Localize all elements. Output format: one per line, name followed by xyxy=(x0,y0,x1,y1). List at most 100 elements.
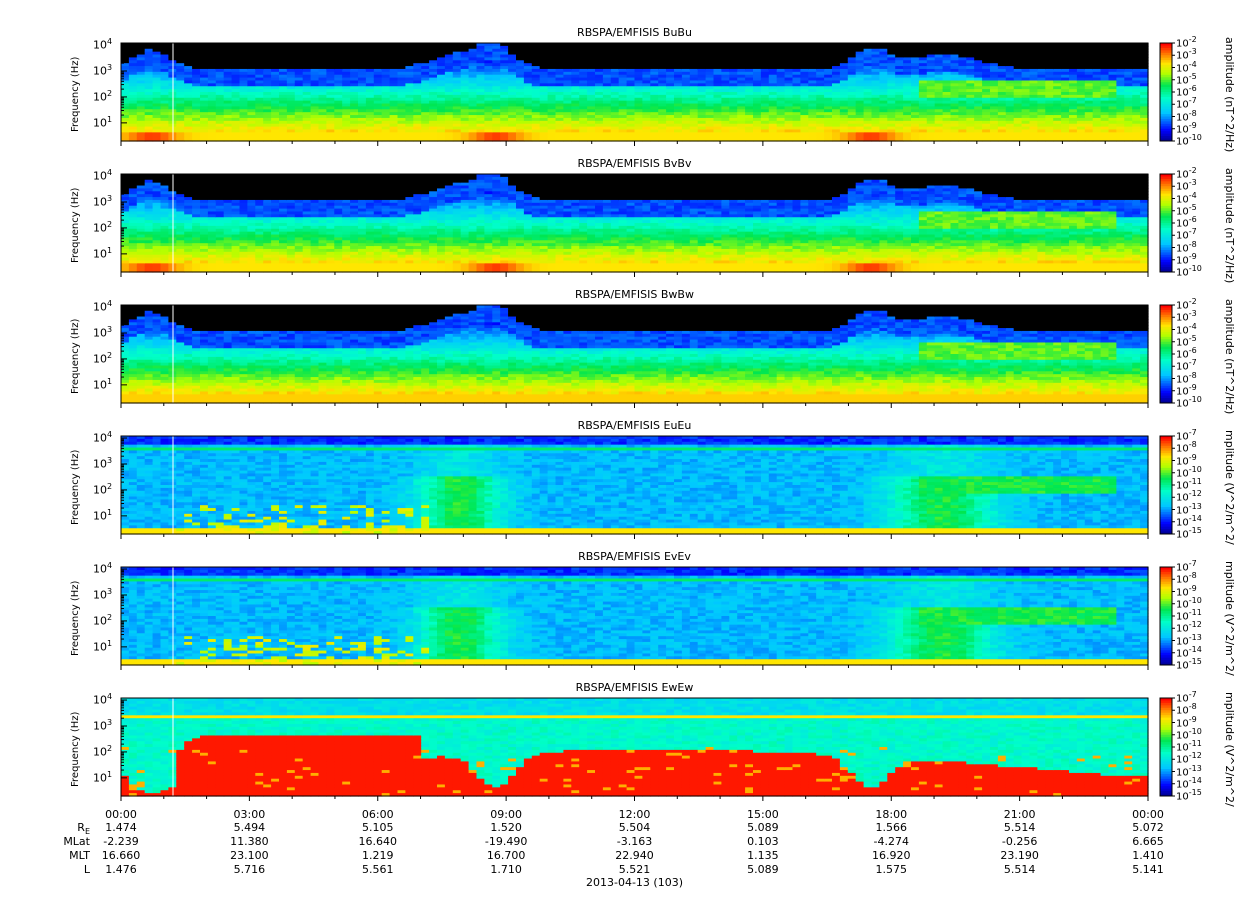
heatmap-cell xyxy=(539,60,549,64)
heatmap-cell xyxy=(452,129,462,133)
heatmap-cell xyxy=(555,45,564,50)
heatmap-cell xyxy=(223,106,233,110)
heatmap-cell xyxy=(389,74,399,79)
heatmap-cell xyxy=(452,57,462,61)
heatmap-cell xyxy=(247,115,256,119)
heatmap-cell xyxy=(531,45,541,50)
heatmap-cell xyxy=(760,106,770,110)
heatmap-cell xyxy=(231,66,241,70)
heatmap-cell xyxy=(634,74,643,79)
heatmap-cell xyxy=(610,74,620,79)
heatmap-cell xyxy=(650,103,659,108)
heatmap-cell xyxy=(160,129,169,133)
heatmap-cell xyxy=(705,57,715,61)
heatmap-cell xyxy=(460,77,470,82)
heatmap-cell xyxy=(753,43,762,47)
heatmap-cell xyxy=(674,106,683,110)
heatmap-cell xyxy=(587,112,596,116)
heatmap-cell xyxy=(239,80,248,84)
heatmap-cell xyxy=(437,71,446,76)
heatmap-cell xyxy=(247,120,256,125)
heatmap-cell xyxy=(279,77,288,82)
heatmap-cell xyxy=(389,120,399,125)
heatmap-cell xyxy=(689,109,699,113)
heatmap-cell xyxy=(555,89,564,93)
heatmap-cell xyxy=(152,138,162,142)
heatmap-cell xyxy=(508,45,517,50)
heatmap-cell xyxy=(318,135,327,139)
heatmap-cell xyxy=(413,66,422,70)
heatmap-cell xyxy=(555,123,564,128)
heatmap-cell xyxy=(397,132,406,136)
heatmap-cell xyxy=(397,123,406,128)
heatmap-cell xyxy=(223,117,233,122)
heatmap-cell xyxy=(626,86,636,90)
heatmap-cell xyxy=(729,54,738,59)
heatmap-cell xyxy=(286,115,296,119)
heatmap-cell xyxy=(642,51,651,56)
heatmap-cell xyxy=(389,103,399,108)
heatmap-cell xyxy=(753,129,762,133)
heatmap-cell xyxy=(666,89,675,93)
heatmap-cell xyxy=(768,74,778,79)
heatmap-cell xyxy=(365,66,375,70)
heatmap-cell xyxy=(160,86,169,90)
heatmap-cell xyxy=(144,80,154,84)
heatmap-cell xyxy=(579,57,588,61)
heatmap-cell xyxy=(460,103,470,108)
heatmap-cell xyxy=(642,126,651,131)
heatmap-cell xyxy=(160,80,169,84)
heatmap-cell xyxy=(729,112,738,116)
heatmap-cell xyxy=(634,132,643,136)
heatmap-cell xyxy=(207,132,217,136)
heatmap-cell xyxy=(587,57,596,61)
heatmap-cell xyxy=(571,89,580,93)
heatmap-cell xyxy=(373,103,383,108)
heatmap-cell xyxy=(389,86,399,90)
heatmap-cell xyxy=(271,68,280,73)
heatmap-cell xyxy=(239,117,248,122)
heatmap-cell xyxy=(326,135,335,139)
heatmap-cell xyxy=(405,54,414,59)
heatmap-cell xyxy=(595,109,604,113)
heatmap-cell xyxy=(571,138,580,142)
heatmap-cell xyxy=(705,71,715,76)
heatmap-cell xyxy=(444,89,454,93)
heatmap-cell xyxy=(152,103,162,108)
heatmap-cell xyxy=(626,117,636,122)
heatmap-cell xyxy=(689,112,699,116)
heatmap-cell xyxy=(136,77,146,82)
heatmap-cell xyxy=(650,138,659,142)
heatmap-cell xyxy=(413,103,422,108)
heatmap-cell xyxy=(595,60,604,64)
heatmap-cell xyxy=(239,92,248,96)
heatmap-cell xyxy=(468,112,478,116)
heatmap-cell xyxy=(555,51,564,56)
heatmap-cell xyxy=(587,60,596,64)
heatmap-cell xyxy=(697,115,707,119)
heatmap-cell xyxy=(745,109,754,113)
heatmap-cell xyxy=(421,51,430,56)
heatmap-cell xyxy=(595,83,604,87)
heatmap-cell xyxy=(429,48,438,53)
heatmap-cell xyxy=(500,43,509,47)
heatmap-cell xyxy=(760,60,770,64)
heatmap-cell xyxy=(437,60,446,64)
heatmap-cell xyxy=(437,57,446,61)
heatmap-cell xyxy=(689,43,699,47)
heatmap-cell xyxy=(413,132,422,136)
heatmap-cell xyxy=(310,129,320,133)
heatmap-cell xyxy=(705,68,715,73)
heatmap-cell xyxy=(358,71,367,76)
heatmap-cell xyxy=(571,100,580,105)
heatmap-cell xyxy=(350,86,359,90)
heatmap-cell xyxy=(239,57,248,61)
heatmap-cell xyxy=(508,123,517,128)
heatmap-cell xyxy=(247,89,256,93)
heatmap-cell xyxy=(207,80,217,84)
heatmap-cell xyxy=(413,106,422,110)
heatmap-cell xyxy=(302,83,312,87)
heatmap-cell xyxy=(516,129,525,133)
heatmap-cell xyxy=(476,51,485,56)
heatmap-cell xyxy=(152,120,162,125)
